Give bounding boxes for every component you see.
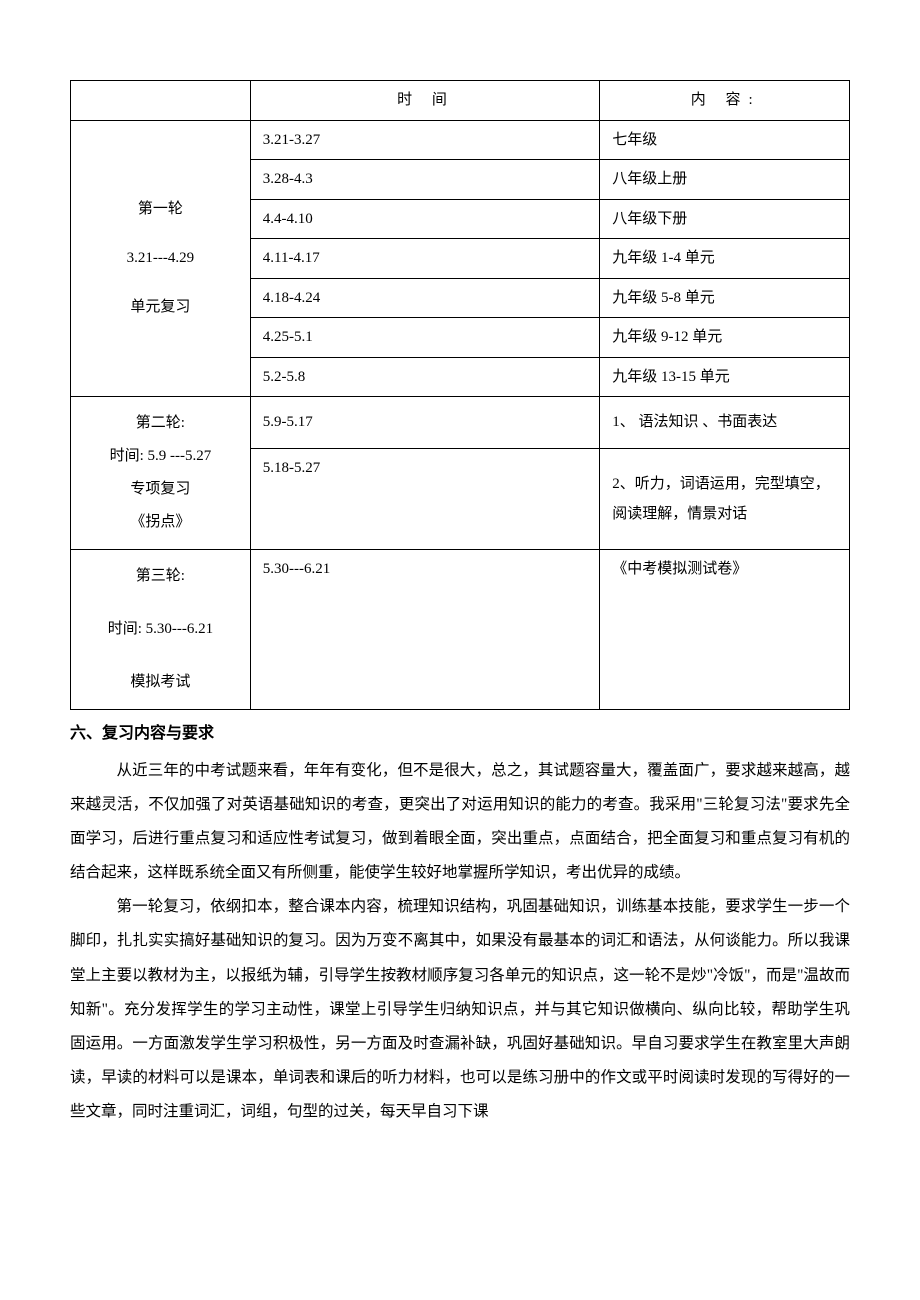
round2-line2: 时间: 5.9 ---5.27 bbox=[81, 440, 240, 473]
round3-line1: 第三轮: bbox=[81, 560, 240, 593]
time-cell: 5.9-5.17 bbox=[250, 397, 600, 449]
round1-line1: 第一轮 bbox=[81, 193, 240, 226]
round2-line1: 第二轮: bbox=[81, 407, 240, 440]
schedule-table: 时 间 内 容: 第一轮 3.21---4.29 单元复习 3.21-3.27 … bbox=[70, 80, 850, 710]
time-cell: 5.2-5.8 bbox=[250, 357, 600, 397]
content-cell: 九年级 1-4 单元 bbox=[600, 239, 850, 279]
table-row: 第一轮 3.21---4.29 单元复习 3.21-3.27 七年级 bbox=[71, 120, 850, 160]
round2-line3: 专项复习 bbox=[81, 473, 240, 506]
time-cell: 4.11-4.17 bbox=[250, 239, 600, 279]
table-row: 第二轮: 时间: 5.9 ---5.27 专项复习 《拐点》 5.9-5.17 … bbox=[71, 397, 850, 449]
content-cell: 八年级上册 bbox=[600, 160, 850, 200]
section-title: 六、复习内容与要求 bbox=[70, 722, 850, 746]
header-content: 内 容: bbox=[600, 81, 850, 121]
round3-line3: 模拟考试 bbox=[81, 666, 240, 699]
paragraph-1: 从近三年的中考试题来看，年年有变化，但不是很大，总之，其试题容量大，覆盖面广，要… bbox=[70, 754, 850, 890]
content-cell: 七年级 bbox=[600, 120, 850, 160]
content-cell: 九年级 9-12 单元 bbox=[600, 318, 850, 358]
content-cell: 2、听力，词语运用，完型填空，阅读理解，情景对话 bbox=[600, 448, 850, 549]
content-cell: 《中考模拟测试卷》 bbox=[600, 550, 850, 710]
content-cell: 八年级下册 bbox=[600, 199, 850, 239]
time-cell: 5.30---6.21 bbox=[250, 550, 600, 710]
time-cell: 4.4-4.10 bbox=[250, 199, 600, 239]
round1-line3: 单元复习 bbox=[81, 291, 240, 324]
round1-line2: 3.21---4.29 bbox=[81, 242, 240, 275]
table-header-row: 时 间 内 容: bbox=[71, 81, 850, 121]
round2-label: 第二轮: 时间: 5.9 ---5.27 专项复习 《拐点》 bbox=[71, 397, 251, 550]
content-cell: 九年级 13-15 单元 bbox=[600, 357, 850, 397]
time-cell: 4.18-4.24 bbox=[250, 278, 600, 318]
content-cell: 九年级 5-8 单元 bbox=[600, 278, 850, 318]
header-time: 时 间 bbox=[250, 81, 600, 121]
paragraph-2: 第一轮复习，依纲扣本，整合课本内容，梳理知识结构，巩固基础知识，训练基本技能，要… bbox=[70, 890, 850, 1129]
round1-label: 第一轮 3.21---4.29 单元复习 bbox=[71, 120, 251, 397]
time-cell: 4.25-5.1 bbox=[250, 318, 600, 358]
time-cell: 3.28-4.3 bbox=[250, 160, 600, 200]
time-cell: 3.21-3.27 bbox=[250, 120, 600, 160]
round2-line4: 《拐点》 bbox=[81, 506, 240, 539]
time-cell: 5.18-5.27 bbox=[250, 448, 600, 549]
body-text: 从近三年的中考试题来看，年年有变化，但不是很大，总之，其试题容量大，覆盖面广，要… bbox=[70, 754, 850, 1129]
content-cell: 1、 语法知识 、书面表达 bbox=[600, 397, 850, 449]
table-row: 第三轮: 时间: 5.30---6.21 模拟考试 5.30---6.21 《中… bbox=[71, 550, 850, 710]
round3-label: 第三轮: 时间: 5.30---6.21 模拟考试 bbox=[71, 550, 251, 710]
round3-line2: 时间: 5.30---6.21 bbox=[81, 613, 240, 646]
header-col1 bbox=[71, 81, 251, 121]
